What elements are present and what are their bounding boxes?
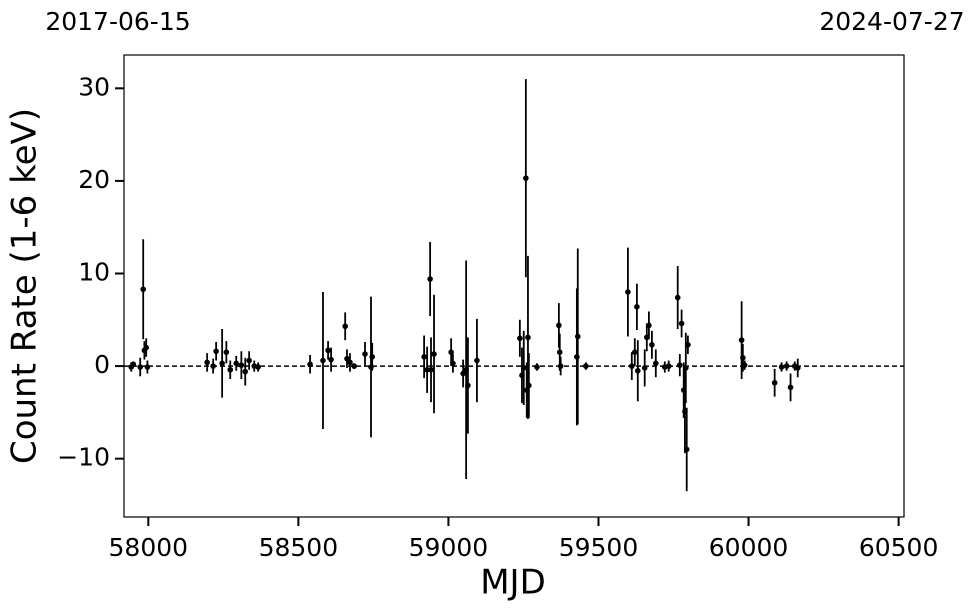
data-point: [783, 363, 790, 369]
plot-frame: [123, 54, 905, 518]
data-point: [325, 347, 331, 354]
data-point: [242, 368, 249, 375]
data-point: [649, 341, 655, 348]
data-point: [794, 365, 801, 371]
y-tick-label: 0: [94, 350, 110, 379]
data-point: [520, 365, 527, 371]
x-tick-label: 59500: [559, 533, 639, 562]
data-point: [450, 360, 456, 367]
y-axis-label: Count Rate (1-6 keV): [5, 108, 45, 464]
data-point: [534, 364, 540, 370]
data-point: [634, 304, 640, 310]
data-point: [557, 363, 564, 369]
data-point: [204, 359, 210, 366]
data-point: [144, 364, 151, 370]
data-point: [778, 364, 785, 370]
data-point: [143, 344, 150, 351]
data-point: [351, 363, 357, 369]
data-point: [369, 354, 375, 360]
data-point: [307, 361, 313, 368]
data-point: [427, 276, 433, 282]
y-tick-label: −10: [57, 443, 110, 472]
data-point: [556, 322, 562, 329]
data-point: [787, 384, 794, 391]
x-tick-label: 58500: [259, 533, 339, 562]
annotation: 2017-06-15: [45, 7, 190, 36]
data-point: [344, 355, 350, 362]
x-tick-label: 59000: [409, 533, 489, 562]
data-point: [741, 362, 748, 368]
data-point: [653, 360, 659, 367]
data-point: [634, 367, 641, 374]
data-point: [574, 333, 581, 340]
data-point: [465, 382, 471, 389]
data-point: [525, 334, 531, 341]
data-point: [213, 348, 219, 355]
data-point: [255, 364, 261, 370]
data-point: [683, 365, 689, 371]
data-point: [460, 370, 466, 377]
data-point: [685, 341, 691, 348]
data-point: [574, 354, 580, 360]
data-point: [140, 286, 147, 293]
data-point: [641, 365, 648, 371]
data-point: [523, 175, 529, 181]
data-point: [631, 349, 638, 355]
data-point: [328, 356, 334, 363]
data-point: [625, 289, 631, 295]
x-tick-label: 58000: [109, 533, 189, 562]
data-point: [130, 361, 137, 368]
data-point: [678, 320, 685, 327]
annotation: 2024-07-27: [819, 7, 964, 36]
x-tick-label: 60000: [709, 533, 789, 562]
data-point: [677, 362, 683, 368]
data-point: [474, 357, 480, 364]
data-point: [227, 366, 234, 373]
y-tick-label: 20: [78, 165, 110, 194]
data-point: [238, 362, 245, 368]
data-point: [210, 363, 216, 369]
data-point: [674, 294, 681, 301]
data-point: [583, 363, 589, 369]
data-point: [424, 366, 430, 373]
data-point: [517, 335, 523, 342]
data-point: [233, 360, 240, 367]
data-point: [421, 354, 427, 360]
data-point: [219, 360, 225, 367]
data-point: [342, 323, 348, 330]
data-point: [246, 357, 252, 364]
data-point: [320, 357, 326, 364]
data-point: [771, 379, 778, 386]
x-axis-label: MJD: [480, 563, 546, 603]
data-point: [526, 382, 532, 389]
data-point: [428, 366, 434, 373]
data-point: [628, 363, 635, 369]
data-point: [738, 337, 745, 343]
y-tick-label: 10: [78, 258, 110, 287]
data-point: [448, 349, 454, 355]
data-point: [137, 364, 144, 370]
data-point: [556, 349, 563, 355]
y-tick-label: 30: [78, 72, 110, 101]
data-point: [740, 354, 746, 361]
data-point: [665, 363, 672, 369]
data-point: [683, 446, 690, 453]
data-point: [646, 322, 652, 329]
data-point: [362, 351, 368, 357]
data-point: [223, 349, 230, 355]
data-point: [431, 351, 437, 357]
x-tick-label: 60500: [859, 533, 939, 562]
data-point: [347, 359, 353, 366]
